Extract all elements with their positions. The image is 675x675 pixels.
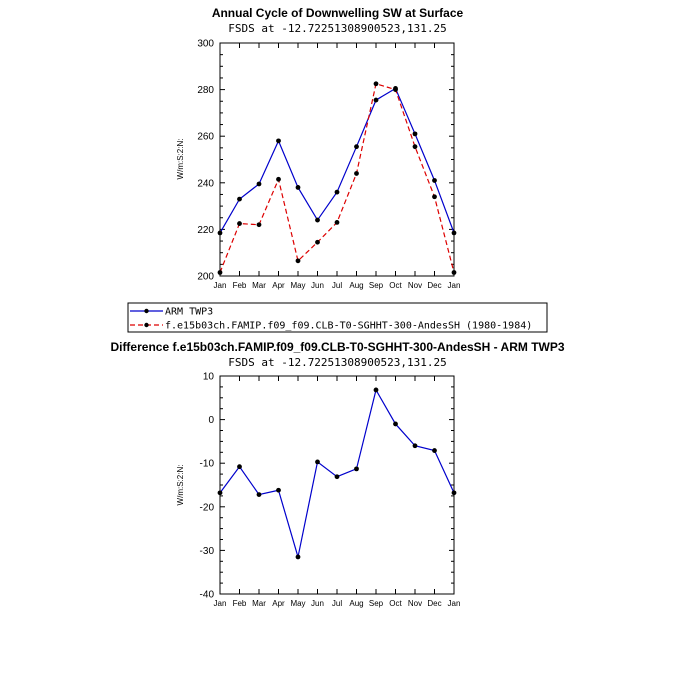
chart2-series-0-line [219, 388, 455, 558]
chart1-series-1-point [237, 221, 242, 226]
chart2-title: Difference f.e15b03ch.FAMIP.f09_f09.CLB-… [110, 340, 564, 354]
chart2-xtick-label: Jul [332, 599, 342, 608]
chart1-xtick-label: Feb [233, 281, 247, 290]
chart1-series-1-point [412, 144, 418, 150]
chart2-xtick-label: Jan [448, 599, 461, 608]
chart1-xtick-label: Dec [427, 281, 441, 290]
chart1-series-1-point [217, 270, 223, 275]
chart1-xtick-label: Nov [408, 281, 422, 290]
chart2-series-0-point [373, 387, 379, 393]
chart2-xtick-label: Dec [427, 599, 441, 608]
legend-marker-model [144, 322, 149, 328]
chart2-xtick-label: Mar [252, 599, 266, 608]
chart1-ytick-label: 280 [197, 85, 214, 96]
chart2-xtick-label: Nov [408, 599, 422, 608]
difference-chart: Difference f.e15b03ch.FAMIP.f09_f09.CLB-… [110, 340, 564, 608]
chart2-ytick-label: -20 [200, 502, 215, 513]
chart2-ytick-label: -30 [200, 546, 215, 557]
chart1-xtick-label: Jul [332, 281, 342, 290]
chart2-xtick-label: Aug [349, 599, 363, 608]
chart2-xtick-label: Apr [272, 599, 285, 608]
chart1-series-0-point [334, 189, 340, 195]
chart2-series-0-point [354, 466, 359, 472]
annual-cycle-chart: Annual Cycle of Downwelling SW at Surfac… [176, 6, 464, 290]
chart1-series-1-point [276, 176, 281, 182]
chart2-xtick-label: Feb [233, 599, 247, 608]
chart2-ytick-label: 10 [203, 372, 215, 383]
chart1-series-1-point [451, 270, 457, 275]
chart1-xtick-label: Oct [389, 281, 402, 290]
chart1-title: Annual Cycle of Downwelling SW at Surfac… [212, 6, 464, 20]
chart2-xtick-label: Jun [311, 599, 324, 608]
chart1-xtick-label: Jan [214, 281, 227, 290]
chart1-series-0-point [295, 185, 301, 190]
chart1-xtick-label: Jan [448, 281, 461, 290]
chart2-xtick-label: May [290, 599, 305, 608]
chart2-series-0-point [393, 421, 398, 427]
chart2-xtick-label: Sep [369, 599, 384, 608]
chart2-series-0-point [412, 443, 418, 449]
chart1-ytick-label: 240 [197, 178, 214, 189]
chart1-series-1-point [393, 87, 398, 92]
chart1-series-0-point [373, 97, 379, 103]
chart1-series-0-point [354, 144, 359, 150]
chart1-xtick-label: Apr [272, 281, 285, 290]
chart1-series-0-line [219, 87, 455, 234]
chart2-series-0-point [217, 490, 223, 496]
chart1-series-1-point [256, 222, 262, 228]
chart2-ytick-label: -10 [200, 459, 215, 470]
chart1-series-0-point [315, 217, 320, 223]
chart2-subtitle: FSDS at -12.72251308900523,131.25 [228, 356, 447, 369]
chart1-subtitle: FSDS at -12.72251308900523,131.25 [228, 22, 447, 35]
legend-label-model: f.e15b03ch.FAMIP.f09_f09.CLB-T0-SGHHT-30… [165, 321, 532, 332]
chart2-series-0-point [315, 459, 320, 465]
legend-box [127, 302, 548, 333]
chart1-ytick-label: 200 [197, 272, 214, 283]
chart2-ylabel: W/m:S:2:N: [176, 465, 185, 506]
chart1-xtick-label: Sep [369, 281, 384, 290]
chart1-series-1-point [354, 171, 359, 176]
chart2-series-0-point [432, 448, 437, 453]
chart1-ylabel: W/m:S:2:N: [176, 139, 185, 180]
chart1-series-1-point [295, 258, 301, 264]
chart1-series-1-point [315, 239, 320, 245]
chart1-xtick-label: Aug [349, 281, 363, 290]
chart2-series-0-point [451, 490, 457, 496]
chart2-series-0-point [295, 554, 301, 560]
chart2-series-0-point [276, 487, 281, 493]
legend-marker-arm [144, 308, 149, 314]
chart1-series-1-point [334, 220, 340, 225]
chart2-series-0-point [237, 464, 242, 470]
chart2-ytick-label: 0 [208, 415, 214, 426]
chart1-series-0-point [412, 131, 418, 137]
chart1-ytick-label: 260 [197, 132, 214, 143]
chart2-xtick-label: Oct [389, 599, 402, 608]
chart1-plot-frame [219, 42, 455, 277]
chart1-series-0-point [237, 196, 242, 202]
chart1-xtick-label: Jun [311, 281, 324, 290]
chart1-series-0-point [451, 230, 457, 236]
chart1-legend: ARM TWP3 f.e15b03ch.FAMIP.f09_f09.CLB-T0… [127, 302, 548, 333]
chart1-series-0-point [432, 178, 437, 183]
chart2-plot-frame [219, 375, 455, 595]
chart2-series-0-point [334, 474, 340, 480]
chart1-ytick-label: 300 [197, 39, 214, 50]
chart1-series-0-point [276, 138, 281, 144]
chart1-xtick-label: May [290, 281, 305, 290]
chart1-series-1-line [219, 83, 455, 273]
chart1-series-0-point [256, 181, 262, 187]
chart1-xtick-label: Mar [252, 281, 266, 290]
legend-label-arm: ARM TWP3 [165, 307, 213, 318]
chart2-xtick-label: Jan [214, 599, 227, 608]
chart1-series-0-point [217, 230, 223, 236]
chart1-series-1-point [432, 194, 437, 200]
chart1-ytick-label: 220 [197, 225, 214, 236]
chart2-ytick-label: -40 [200, 590, 215, 601]
chart2-series-0-point [256, 492, 262, 497]
chart1-series-1-point [373, 81, 379, 87]
